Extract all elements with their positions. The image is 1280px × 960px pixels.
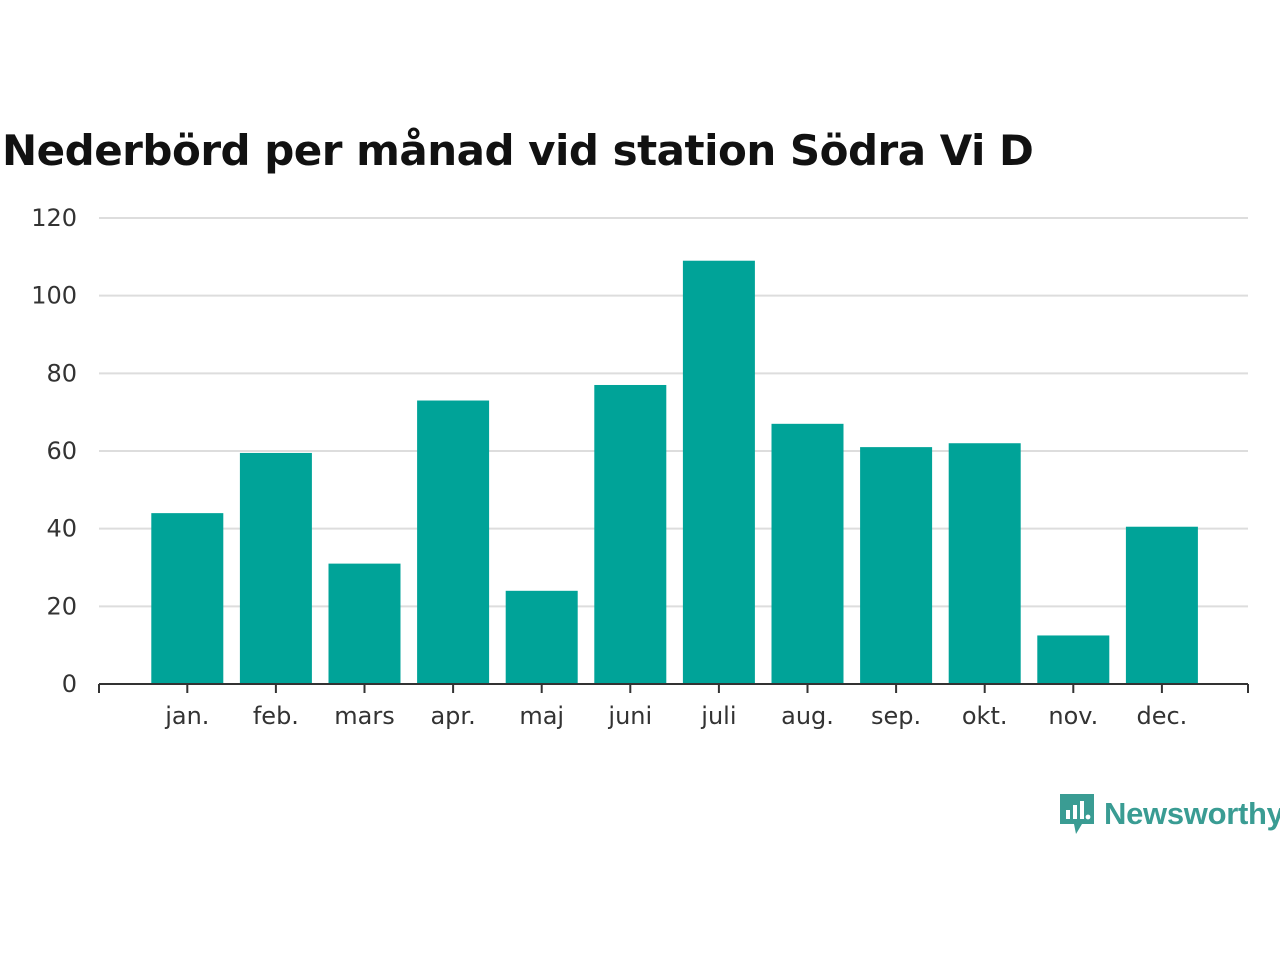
- bar-9: [948, 443, 1021, 684]
- y-tick-label: 20: [46, 592, 77, 620]
- y-tick-label: 80: [46, 359, 77, 387]
- x-tick-label: sep.: [871, 702, 921, 730]
- newsworthy-brand: Newsworthy: [1058, 792, 1280, 836]
- x-tick-label: mars: [334, 702, 394, 730]
- chart-title: Nederbörd per månad vid station Södra Vi…: [2, 126, 1034, 175]
- newsworthy-logo-icon: [1060, 794, 1094, 834]
- bar-10: [1037, 635, 1110, 684]
- bar-6: [682, 260, 755, 684]
- bar-2: [328, 563, 401, 684]
- bar-4: [505, 590, 578, 684]
- x-tick-label: aug.: [781, 702, 834, 730]
- x-tick-label: apr.: [430, 702, 475, 730]
- x-tick-label: feb.: [253, 702, 299, 730]
- x-tick-label: maj: [519, 702, 564, 730]
- bar-1: [239, 452, 312, 684]
- brand-name: Newsworthy: [1104, 796, 1280, 831]
- y-tick-label: 40: [46, 515, 77, 543]
- x-tick-label: juli: [700, 702, 736, 730]
- y-axis-ticks: 0 20 40 60 80 100 120: [31, 204, 77, 698]
- x-axis: [98, 683, 1249, 693]
- y-tick-label: 0: [62, 670, 77, 698]
- bar-7: [771, 423, 844, 684]
- x-tick-label: okt.: [962, 702, 1008, 730]
- x-tick-label: juni: [607, 702, 652, 730]
- bar-5: [594, 384, 667, 684]
- y-tick-label: 100: [31, 282, 77, 310]
- bar-11: [1125, 526, 1198, 684]
- x-tick-label: dec.: [1136, 702, 1187, 730]
- bar-0: [151, 513, 224, 684]
- x-axis-labels: jan. feb. mars apr. maj juni juli aug. sep. okt. n…: [164, 684, 1187, 730]
- bar-3: [417, 400, 490, 684]
- y-tick-label: 120: [31, 204, 77, 232]
- bar-8: [860, 447, 933, 684]
- x-tick-label: jan.: [164, 702, 209, 730]
- y-tick-label: 60: [46, 437, 77, 465]
- bars: [151, 260, 1198, 684]
- x-tick-label: nov.: [1048, 702, 1098, 730]
